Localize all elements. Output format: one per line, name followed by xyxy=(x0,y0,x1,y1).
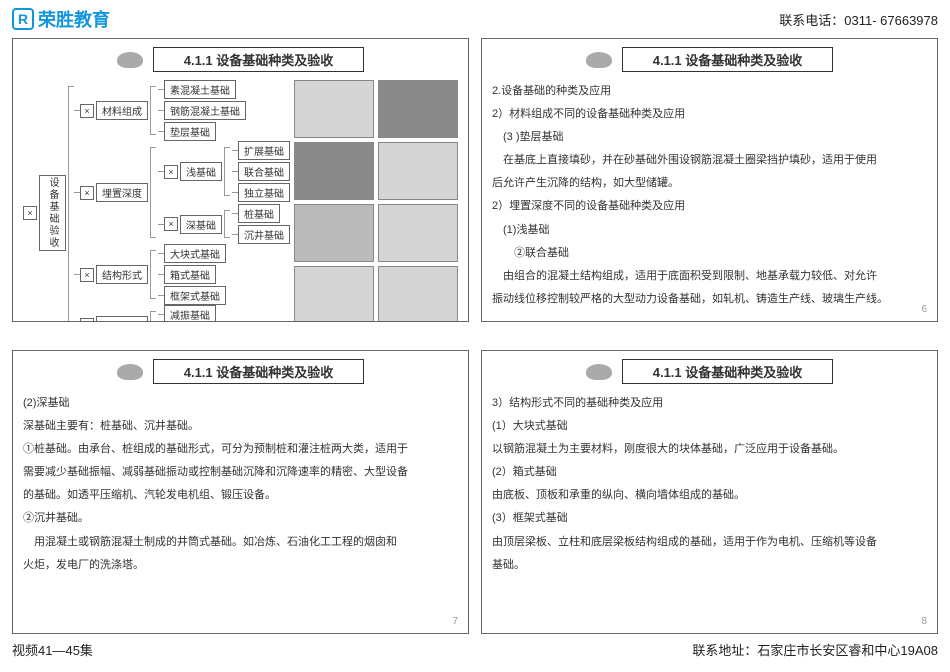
body-line: 以钢筋混凝土为主要材料，刚度很大的块体基础，广泛应用于设备基础。 xyxy=(492,438,927,461)
foundation-image xyxy=(378,204,458,262)
foundation-image xyxy=(378,142,458,200)
body-line: 2）材料组成不同的设备基础种类及应用 xyxy=(492,103,927,126)
tree-leaf: 桩基础 xyxy=(238,204,280,223)
tree-node: 使用功能 xyxy=(96,316,148,323)
tree-root: 设备基础验收 xyxy=(39,175,66,251)
slide-4-text: 3）结构形式不同的基础种类及应用(1）大块式基础以钢筋混凝土为主要材料，刚度很大… xyxy=(492,392,927,577)
cloud-icon xyxy=(117,364,143,380)
tree-leaf: 素混凝土基础 xyxy=(164,80,236,99)
slide-2-text: 2.设备基础的种类及应用2）材料组成不同的设备基础种类及应用 (3 )垫层基础 … xyxy=(492,80,927,311)
collapse-icon: × xyxy=(80,104,94,118)
body-line: 用混凝土或钢筋混凝土制成的井筒式基础。如冶炼、石油化工工程的烟囱和 xyxy=(23,531,458,554)
collapse-icon: × xyxy=(80,268,94,282)
footer-right: 联系地址：石家庄市长安区睿和中心19A08 xyxy=(692,640,938,659)
tree-leaf: 箱式基础 xyxy=(164,265,216,284)
cloud-icon xyxy=(586,52,612,68)
body-line: (3 )垫层基础 xyxy=(492,126,927,149)
collapse-icon: × xyxy=(164,217,178,231)
body-line: 振动线位移控制较严格的大型动力设备基础，如轧机、铸造生产线、玻璃生产线。 xyxy=(492,288,927,311)
collapse-icon: × xyxy=(164,165,178,179)
page-number: 8 xyxy=(921,616,927,627)
slides-grid: 4.1.1 设备基础种类及验收 × 设备基础验收 × 材料组成 素混凝土基础 xyxy=(0,34,950,634)
body-line: (1）大块式基础 xyxy=(492,415,927,438)
tree-node: 材料组成 xyxy=(96,101,148,120)
slide-3-text: (2)深基础深基础主要有：桩基础、沉井基础。①桩基础。由承台、桩组成的基础形式，… xyxy=(23,392,458,577)
body-line: 在基底上直接填砂，并在砂基础外围设钢筋混凝土圈梁挡护填砂，适用于使用 xyxy=(492,149,927,172)
tree-node: 埋置深度 xyxy=(96,183,148,202)
body-line: ①桩基础。由承台、桩组成的基础形式，可分为预制桩和灌注桩两大类，适用于 xyxy=(23,438,458,461)
cloud-icon xyxy=(117,52,143,68)
foundation-image xyxy=(294,142,374,200)
cloud-icon xyxy=(586,364,612,380)
tree-leaf: 垫层基础 xyxy=(164,122,216,141)
tree-leaf: 独立基础 xyxy=(238,183,290,202)
tree-leaf: 沉井基础 xyxy=(238,225,290,244)
body-line: (2)深基础 xyxy=(23,392,458,415)
foundation-image xyxy=(294,266,374,322)
logo: R 荣胜教育 xyxy=(12,6,110,32)
tree-leaf: 框架式基础 xyxy=(164,286,226,305)
body-line: 由顶层梁板、立柱和底层梁板结构组成的基础，适用于作为电机、压缩机等设备 xyxy=(492,531,927,554)
tree-node: 结构形式 xyxy=(96,265,148,284)
tree-leaf: 大块式基础 xyxy=(164,244,226,263)
body-line: 由组合的混凝土结构组成，适用于底面积受到限制、地基承载力较低、对允许 xyxy=(492,265,927,288)
slide-title: 4.1.1 设备基础种类及验收 xyxy=(153,47,365,72)
body-line: 需要减少基础振幅、减弱基础振动或控制基础沉降和沉降速率的精密、大型设备 xyxy=(23,461,458,484)
slide-1: 4.1.1 设备基础种类及验收 × 设备基础验收 × 材料组成 素混凝土基础 xyxy=(12,38,469,322)
body-line: 2）埋置深度不同的设备基础种类及应用 xyxy=(492,195,927,218)
phone-label: 联系电话：0311- 67663978 xyxy=(779,10,938,29)
body-line: 3）结构形式不同的基础种类及应用 xyxy=(492,392,927,415)
body-line: (3）框架式基础 xyxy=(492,507,927,530)
body-line: ②联合基础 xyxy=(492,242,927,265)
page-number: 7 xyxy=(452,616,458,627)
tree-node: 深基础 xyxy=(180,215,222,234)
body-line: 火炬，发电厂的洗涤塔。 xyxy=(23,554,458,577)
slide-2: 4.1.1 设备基础种类及验收 2.设备基础的种类及应用2）材料组成不同的设备基… xyxy=(481,38,938,322)
collapse-icon: × xyxy=(80,186,94,200)
tree-node: 浅基础 xyxy=(180,162,222,181)
foundation-image xyxy=(378,266,458,322)
footer-left: 视频41—45集 xyxy=(12,640,93,659)
slide-title: 4.1.1 设备基础种类及验收 xyxy=(153,359,365,384)
body-line: 2.设备基础的种类及应用 xyxy=(492,80,927,103)
slide-3: 4.1.1 设备基础种类及验收 (2)深基础深基础主要有：桩基础、沉井基础。①桩… xyxy=(12,350,469,634)
page-number: 6 xyxy=(921,304,927,315)
body-line: 由底板、顶板和承重的纵向、横向墙体组成的基础。 xyxy=(492,484,927,507)
body-line: ②沉井基础。 xyxy=(23,507,458,530)
slide-title: 4.1.1 设备基础种类及验收 xyxy=(622,47,834,72)
tree-leaf: 扩展基础 xyxy=(238,141,290,160)
tree-leaf: 联合基础 xyxy=(238,162,290,181)
slide-title: 4.1.1 设备基础种类及验收 xyxy=(622,359,834,384)
body-line: 基础。 xyxy=(492,554,927,577)
tree-leaf: 钢筋混凝土基础 xyxy=(164,101,246,120)
logo-icon: R xyxy=(12,8,34,30)
body-line: (1)浅基础 xyxy=(492,219,927,242)
collapse-icon: × xyxy=(23,206,37,220)
foundation-image xyxy=(378,80,458,138)
collapse-icon: × xyxy=(80,318,94,322)
body-line: (2）箱式基础 xyxy=(492,461,927,484)
foundation-image xyxy=(294,204,374,262)
slide-4: 4.1.1 设备基础种类及验收 3）结构形式不同的基础种类及应用(1）大块式基础… xyxy=(481,350,938,634)
logo-text: 荣胜教育 xyxy=(38,6,110,32)
body-line: 后允许产生沉降的结构，如大型储罐。 xyxy=(492,172,927,195)
tree-diagram: × 设备基础验收 × 材料组成 素混凝土基础 钢筋混凝土基础 垫层基础 xyxy=(23,80,290,322)
body-line: 深基础主要有：桩基础、沉井基础。 xyxy=(23,415,458,438)
body-line: 的基础。如透平压缩机、汽轮发电机组、锻压设备。 xyxy=(23,484,458,507)
tree-leaf: 减振基础 xyxy=(164,305,216,322)
foundation-image xyxy=(294,80,374,138)
image-grid xyxy=(294,80,458,322)
